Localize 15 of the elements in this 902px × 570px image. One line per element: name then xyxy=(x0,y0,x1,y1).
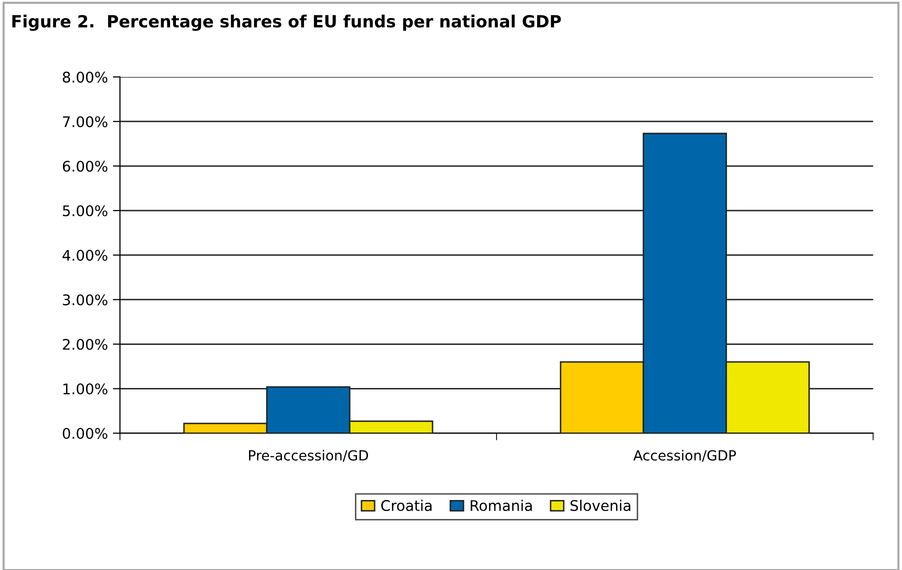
chart-title: Figure 2. Percentage shares of EU funds per national GDP xyxy=(12,14,561,31)
y-tick-label: 0.00% xyxy=(62,428,108,439)
y-tick-label: 8.00% xyxy=(62,72,108,83)
legend-label: Romania xyxy=(470,500,532,512)
y-tick-label: 2.00% xyxy=(62,338,108,350)
x-tick-label: Accession/GDP xyxy=(633,450,736,462)
y-tick-label: 5.00% xyxy=(62,205,108,216)
y-tick-label: 7.00% xyxy=(63,116,108,128)
y-tick-label: 6.00% xyxy=(62,160,108,172)
legend-label: Croatia xyxy=(381,500,432,512)
x-tick-label: Pre-accession/GD xyxy=(249,450,368,462)
y-tick-label: 4.00% xyxy=(62,250,108,261)
y-tick-label: 1.00% xyxy=(63,383,108,394)
y-tick-label: 3.00% xyxy=(62,294,108,306)
legend-label: Slovenia xyxy=(570,500,630,512)
